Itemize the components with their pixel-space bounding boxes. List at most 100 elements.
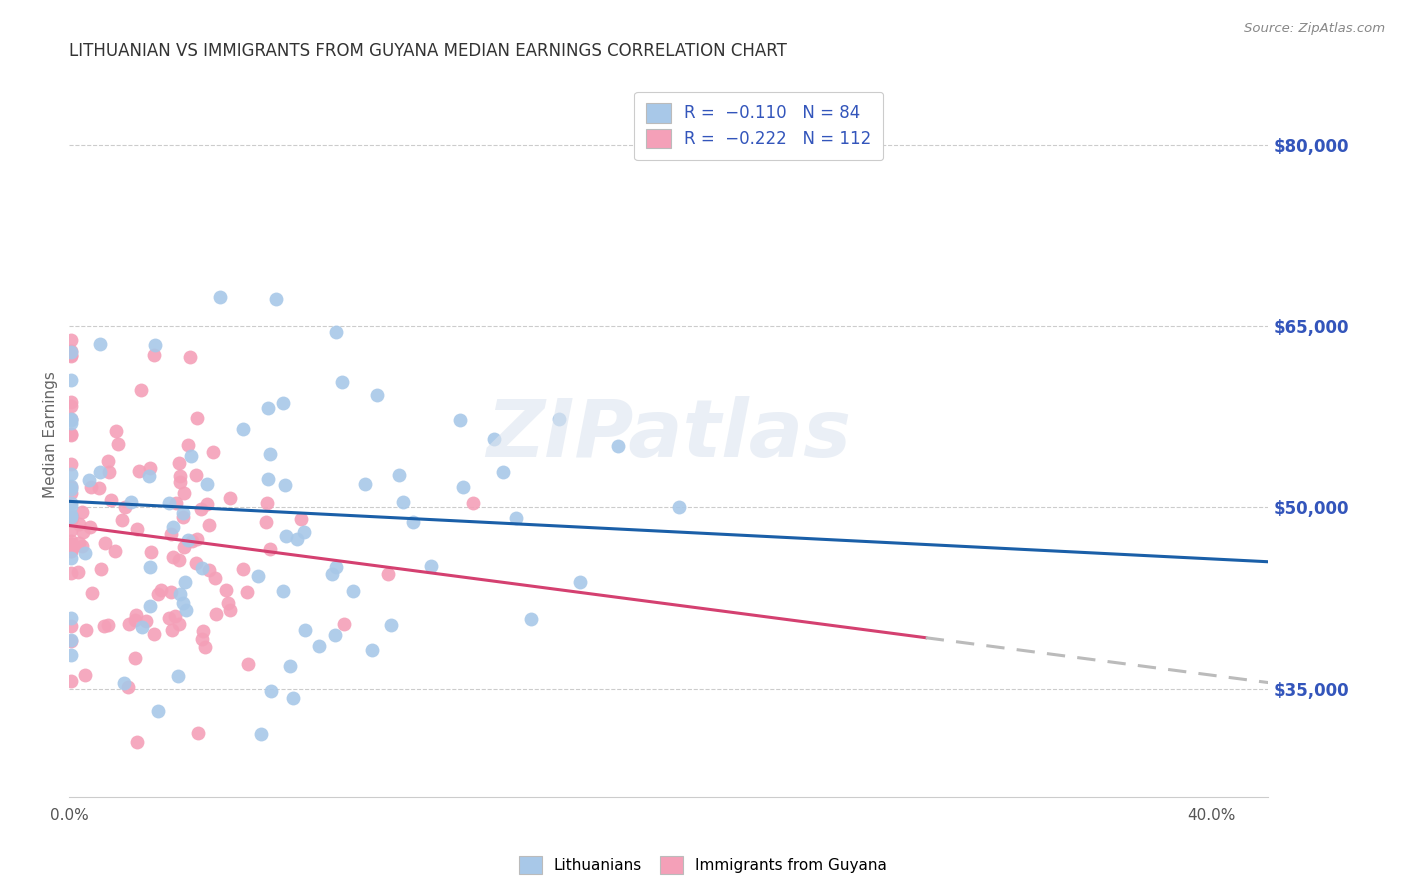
Point (165, 496, 187, 510)
Point (271, 396, 294, 410)
Point (59, 413, 82, 427)
Point (139, 559, 162, 574)
Point (59, 513, 82, 527)
Point (127, 522, 149, 536)
Point (157, 611, 180, 625)
Point (451, 480, 474, 494)
Point (325, 325, 347, 339)
Legend: R =  −0.110   N = 84, R =  −0.222   N = 112: R = −0.110 N = 84, R = −0.222 N = 112 (634, 92, 883, 161)
Point (294, 623, 316, 637)
Point (194, 640, 217, 654)
Point (172, 596, 194, 610)
Point (173, 486, 195, 500)
Point (100, 493, 122, 508)
Point (257, 401, 280, 416)
Point (59, 486, 82, 500)
Point (420, 807, 443, 822)
Point (254, 515, 277, 529)
Point (59, 412, 82, 426)
Point (180, 450, 202, 464)
Point (187, 726, 209, 740)
Point (59, 428, 82, 442)
Point (388, 468, 411, 483)
Point (167, 617, 190, 632)
Point (160, 527, 183, 541)
Point (146, 705, 169, 719)
Point (124, 651, 146, 665)
Point (79, 520, 101, 534)
Point (569, 575, 592, 590)
Point (274, 477, 297, 491)
Point (59, 426, 82, 441)
Point (180, 533, 202, 548)
Point (177, 533, 200, 548)
Point (330, 376, 353, 390)
Point (169, 587, 191, 601)
Point (59, 481, 82, 495)
Point (75, 546, 97, 560)
Point (90, 561, 112, 575)
Point (59, 633, 82, 648)
Point (173, 575, 195, 590)
Point (59, 344, 82, 359)
Point (59, 457, 82, 471)
Point (197, 497, 219, 511)
Point (59, 544, 82, 558)
Point (377, 566, 399, 581)
Point (380, 618, 402, 632)
Point (157, 496, 180, 510)
Point (201, 444, 224, 458)
Point (332, 616, 354, 631)
Point (173, 541, 195, 555)
Point (67, 536, 90, 550)
Point (520, 612, 543, 626)
Point (163, 608, 186, 623)
Point (285, 532, 308, 546)
Point (59, 333, 82, 347)
Point (172, 506, 194, 520)
Point (342, 584, 364, 599)
Point (107, 437, 129, 451)
Point (138, 461, 160, 475)
Point (290, 512, 312, 526)
Point (256, 495, 278, 509)
Point (59, 648, 82, 663)
Point (59, 523, 82, 537)
Point (129, 383, 152, 397)
Point (70, 505, 93, 519)
Point (141, 544, 163, 558)
Point (146, 587, 169, 601)
Point (96, 617, 118, 632)
Point (190, 632, 212, 646)
Point (482, 432, 505, 446)
Point (59, 537, 82, 551)
Point (281, 690, 304, 705)
Point (104, 544, 127, 558)
Point (217, 596, 239, 610)
Point (59, 467, 82, 481)
Point (59, 610, 82, 624)
Point (323, 628, 346, 642)
Point (59, 633, 82, 648)
Point (104, 837, 127, 851)
Point (59, 345, 82, 359)
Point (67, 565, 90, 579)
Point (97, 465, 120, 479)
Point (169, 469, 191, 483)
Point (59, 412, 82, 426)
Point (190, 502, 212, 516)
Point (59, 394, 82, 409)
Point (246, 569, 269, 583)
Point (139, 599, 162, 614)
Point (259, 446, 281, 460)
Point (505, 510, 527, 524)
Point (111, 513, 134, 527)
Point (259, 541, 281, 556)
Point (59, 374, 82, 388)
Point (321, 567, 343, 582)
Point (112, 676, 135, 690)
Point (271, 584, 294, 599)
Point (167, 552, 190, 566)
Point (463, 496, 485, 510)
Point (186, 411, 208, 425)
